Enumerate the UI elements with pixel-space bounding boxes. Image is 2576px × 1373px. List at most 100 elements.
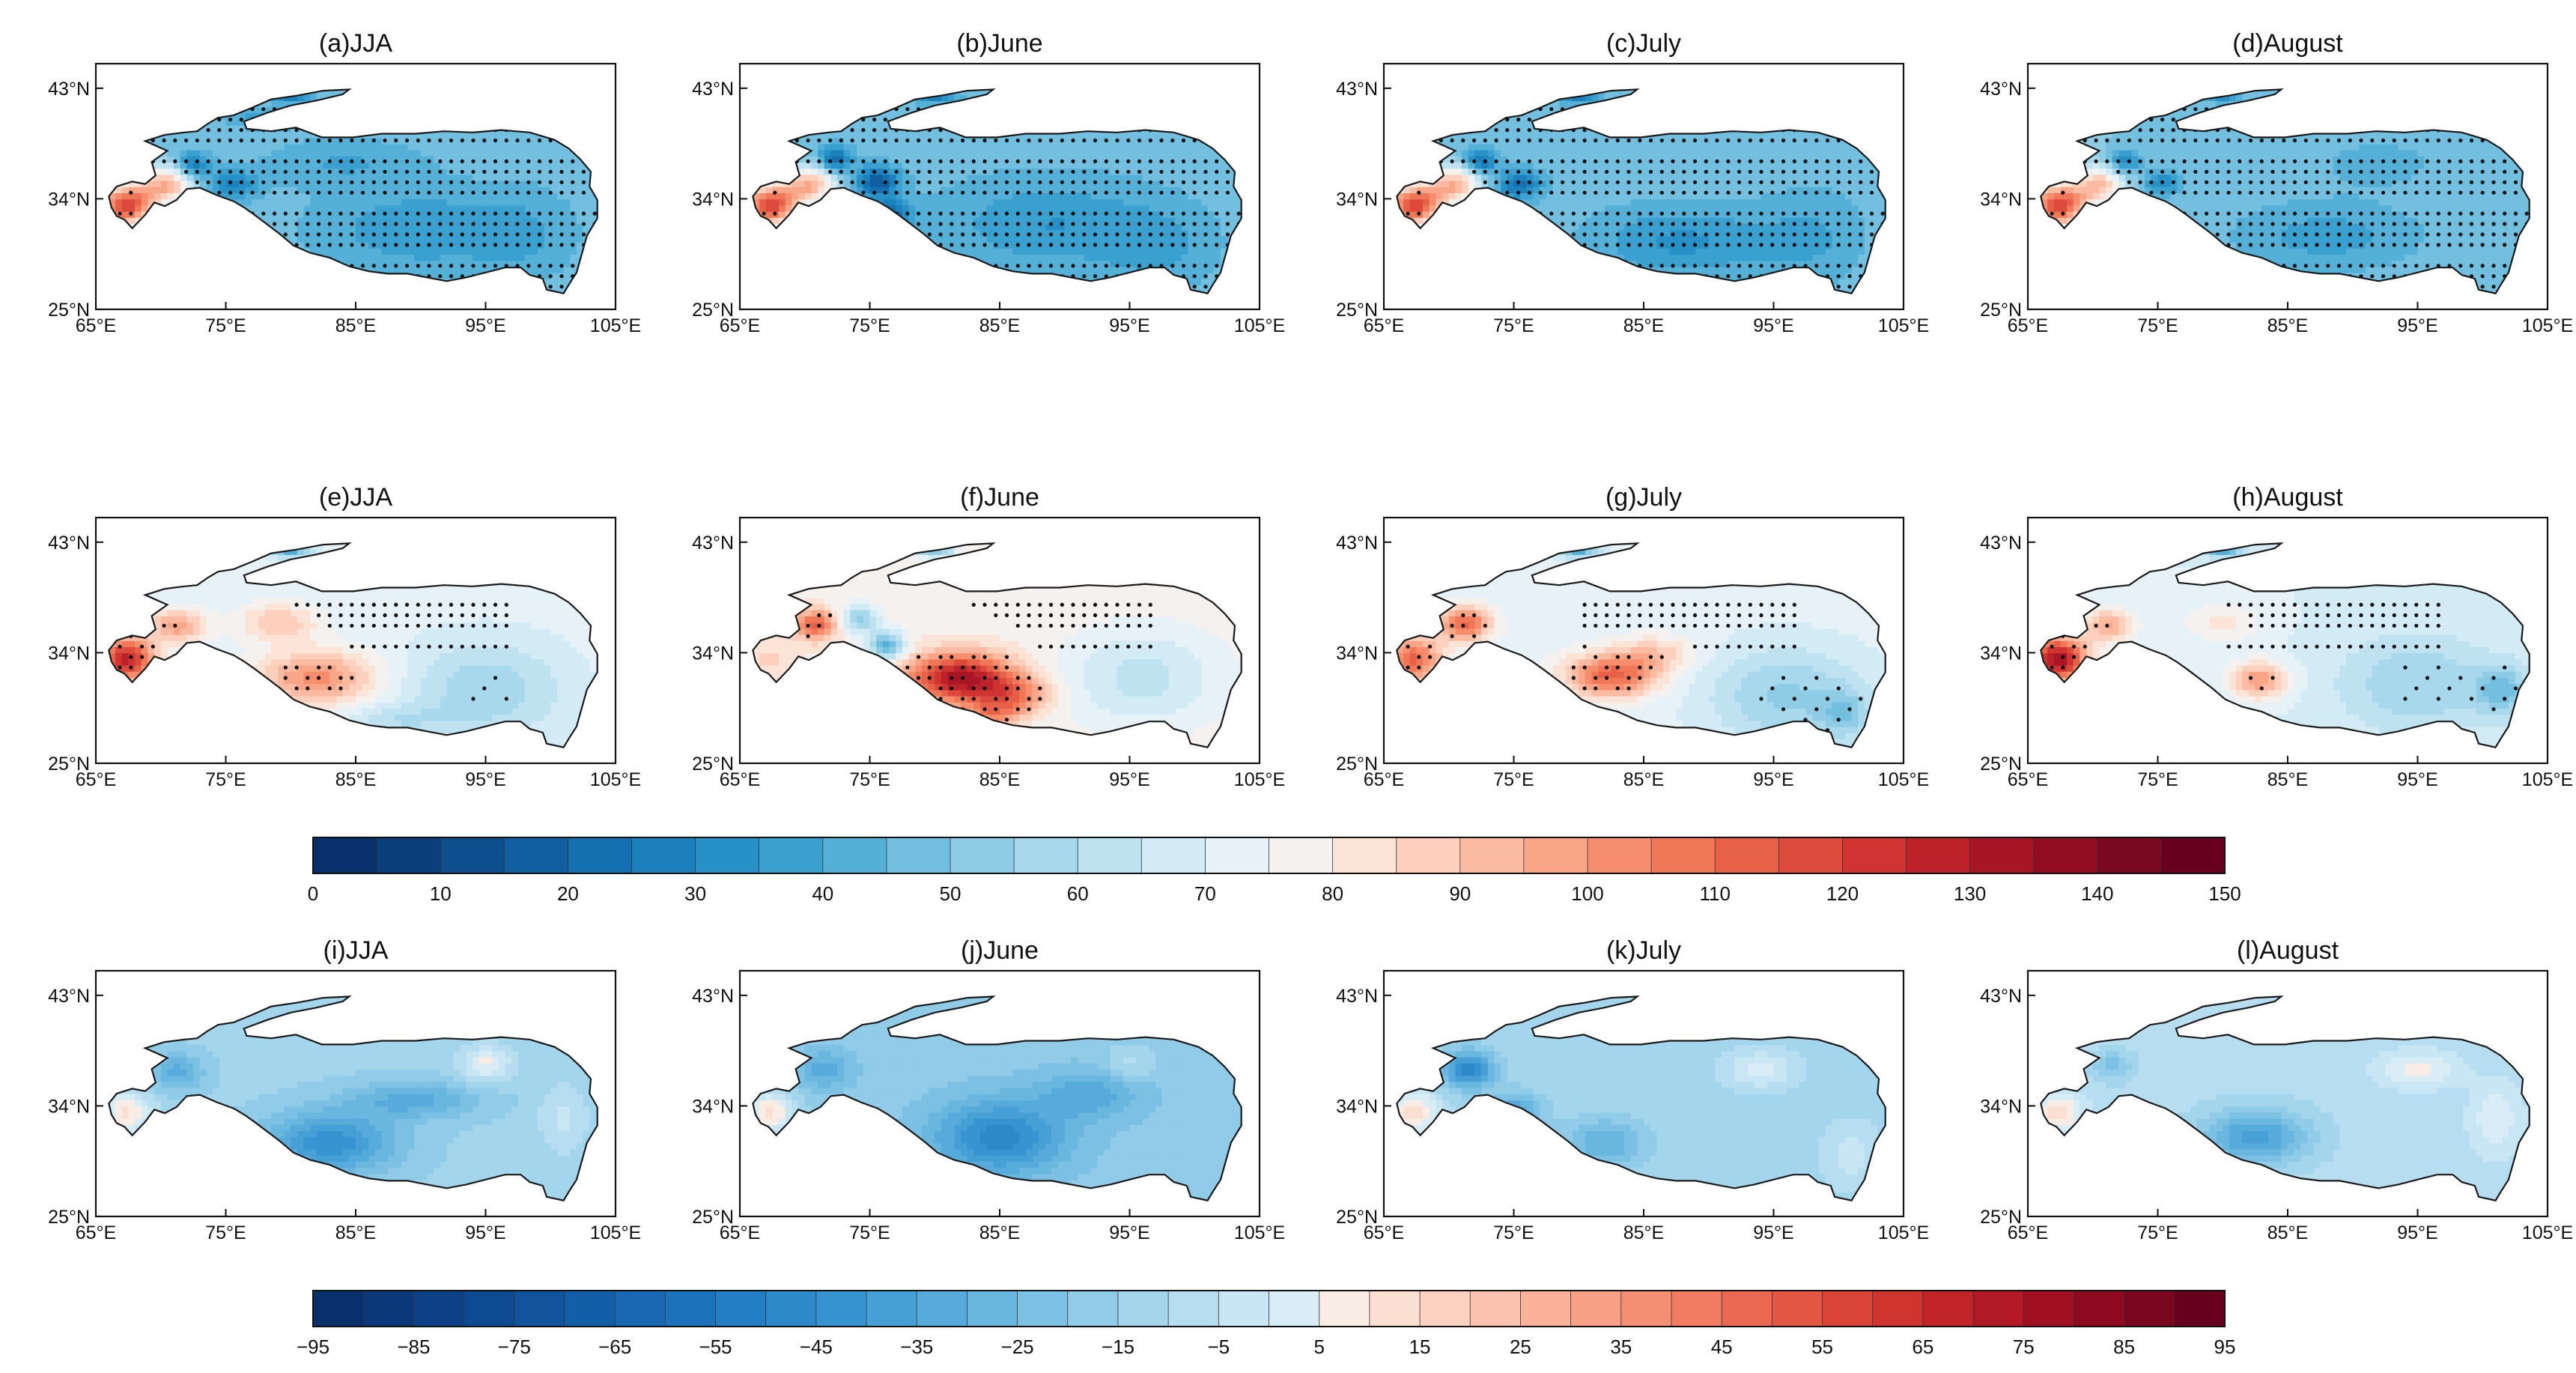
field-cell xyxy=(349,235,356,243)
field-cell xyxy=(407,210,415,218)
field-cell xyxy=(356,100,363,108)
field-cell xyxy=(401,248,409,255)
field-cell xyxy=(297,180,305,187)
field-cell xyxy=(889,229,896,237)
field-cell xyxy=(935,266,942,273)
field-cell xyxy=(316,291,324,294)
field-cell xyxy=(961,285,968,292)
stipple-dot xyxy=(350,295,353,299)
field-cell xyxy=(473,229,480,237)
field-cell xyxy=(420,137,428,145)
stipple-dot xyxy=(317,180,321,184)
field-cell xyxy=(479,100,487,108)
field-cell xyxy=(109,156,110,163)
field-cell xyxy=(804,217,812,224)
field-cell xyxy=(804,187,812,193)
field-cell xyxy=(453,193,461,200)
field-cell xyxy=(148,118,155,126)
field-cell xyxy=(167,229,174,237)
field-cell xyxy=(310,82,318,89)
field-cell xyxy=(213,94,220,101)
stipple-dot xyxy=(240,295,243,299)
field-cell xyxy=(388,137,395,145)
field-cell xyxy=(798,137,806,145)
field-cell xyxy=(954,241,962,249)
field-cell xyxy=(890,82,897,89)
field-cell xyxy=(837,248,845,255)
field-cell xyxy=(434,285,441,292)
field-cell xyxy=(915,235,923,243)
stipple-dot xyxy=(537,180,542,184)
field-cell xyxy=(928,180,936,187)
field-cell xyxy=(824,112,832,120)
field-cell xyxy=(485,272,493,279)
field-cell xyxy=(863,260,871,267)
field-cell xyxy=(199,266,207,273)
field-cell xyxy=(563,217,571,224)
field-cell xyxy=(342,266,350,273)
field-cell xyxy=(284,156,292,163)
field-cell xyxy=(467,82,474,89)
field-cell xyxy=(772,217,780,224)
field-cell xyxy=(473,143,480,151)
stipple-dot xyxy=(427,211,431,216)
field-cell xyxy=(238,279,246,285)
stipple-dot xyxy=(206,285,210,289)
field-cell xyxy=(928,187,936,193)
field-cell xyxy=(583,193,591,200)
stipple-dot xyxy=(482,285,487,289)
field-cell xyxy=(297,279,305,285)
field-cell xyxy=(753,168,754,175)
field-cell xyxy=(323,143,331,151)
field-cell xyxy=(596,89,598,95)
stipple-dot xyxy=(273,159,277,163)
field-cell xyxy=(908,187,916,193)
field-cell xyxy=(420,285,428,292)
field-cell xyxy=(446,198,454,206)
field-cell xyxy=(928,174,936,181)
field-cell xyxy=(973,235,981,243)
field-cell xyxy=(213,106,220,114)
field-cell xyxy=(986,291,994,294)
field-cell xyxy=(857,94,864,101)
field-cell xyxy=(857,279,864,285)
field-cell xyxy=(115,229,123,237)
field-cell xyxy=(511,156,519,163)
field-cell xyxy=(453,168,461,175)
field-cell xyxy=(388,118,395,126)
field-cell xyxy=(375,89,383,95)
field-cell xyxy=(310,106,318,114)
field-cell xyxy=(570,106,577,114)
stipple-dot xyxy=(250,138,255,143)
field-cell xyxy=(550,162,558,169)
field-cell xyxy=(759,291,767,294)
field-cell xyxy=(297,174,305,181)
field-cell xyxy=(356,137,363,145)
field-cell xyxy=(336,125,344,132)
field-cell xyxy=(401,168,409,175)
field-cell xyxy=(375,241,383,249)
field-cell xyxy=(824,89,832,95)
field-cell xyxy=(785,266,793,273)
stipple-dot xyxy=(338,295,342,299)
field-cell xyxy=(226,82,234,89)
field-cell xyxy=(844,82,851,89)
field-cell xyxy=(434,254,441,261)
field-cell xyxy=(446,143,454,151)
field-cell xyxy=(577,137,584,145)
field-cell xyxy=(876,82,884,89)
field-cell xyxy=(876,291,884,294)
field-cell xyxy=(453,272,461,279)
stipple-dot xyxy=(162,107,166,112)
field-cell xyxy=(440,143,448,151)
field-cell xyxy=(811,204,818,212)
field-cell xyxy=(329,162,337,169)
field-cell xyxy=(544,198,552,206)
field-cell xyxy=(531,235,538,243)
stipple-dot xyxy=(571,169,575,174)
field-cell xyxy=(850,180,857,187)
field-cell xyxy=(876,137,884,145)
field-cell xyxy=(947,156,956,163)
field-cell xyxy=(303,131,312,139)
field-cell xyxy=(753,217,754,224)
